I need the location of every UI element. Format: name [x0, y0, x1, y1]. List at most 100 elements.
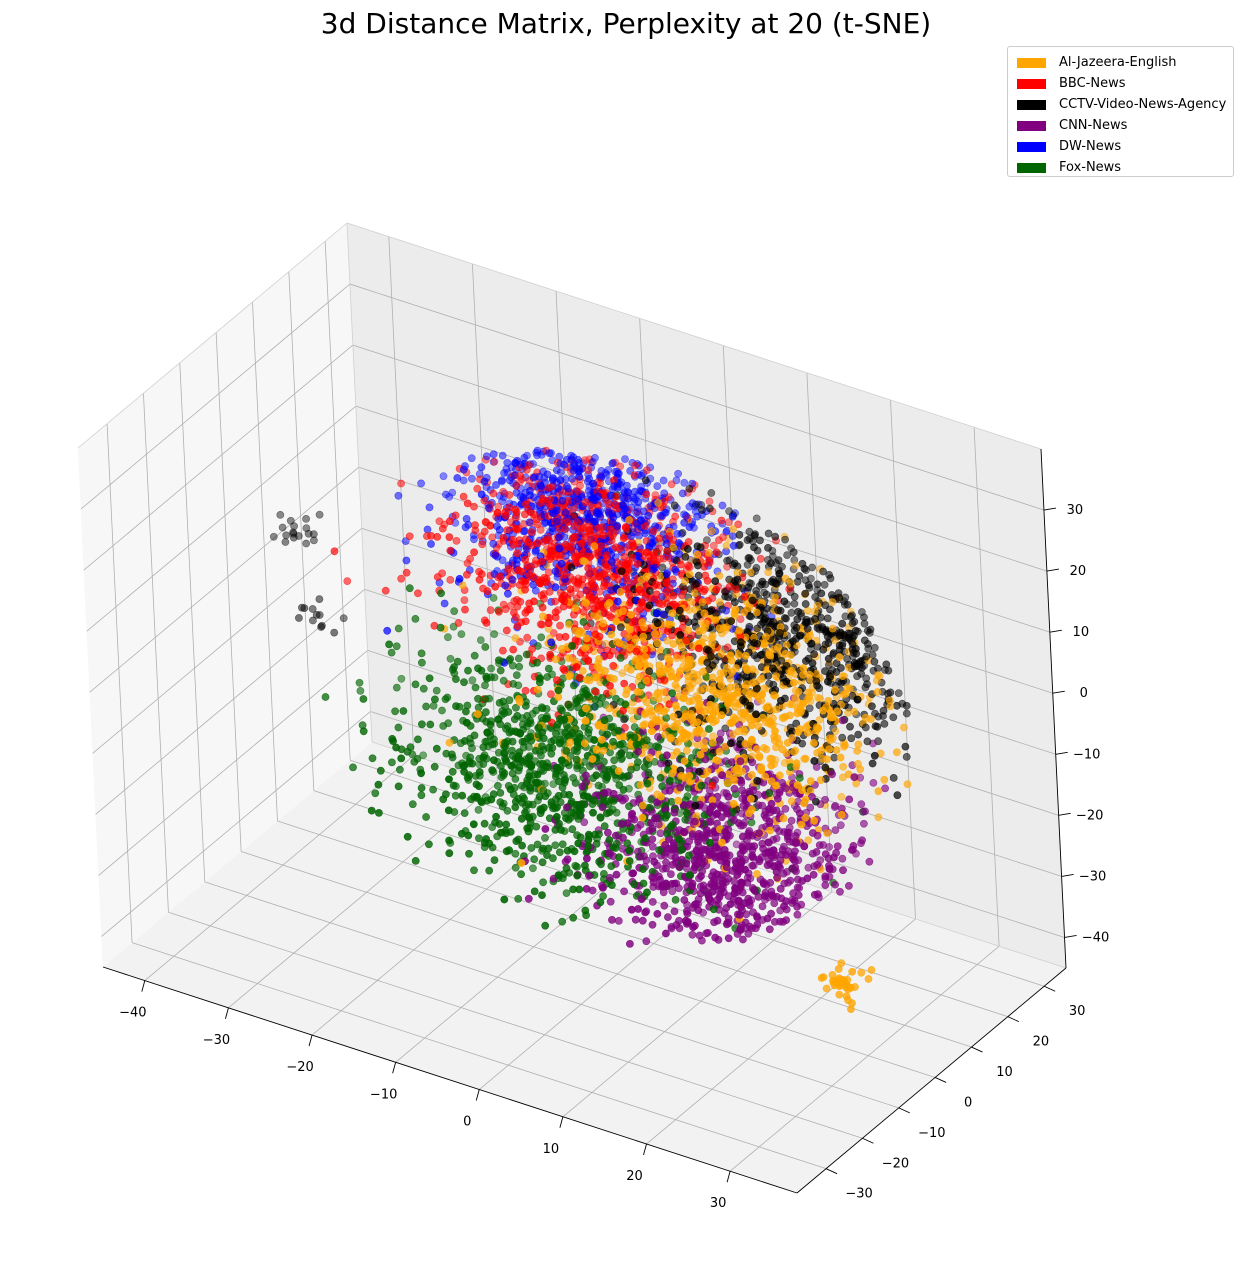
data-point — [685, 851, 693, 860]
data-point — [508, 737, 517, 746]
data-point — [791, 561, 800, 570]
data-point — [504, 565, 513, 573]
data-point — [558, 496, 567, 505]
data-point — [636, 781, 645, 789]
data-point — [645, 803, 654, 812]
data-point — [330, 628, 339, 637]
data-point — [669, 591, 678, 600]
data-point — [790, 592, 799, 601]
data-point — [699, 667, 707, 676]
data-point — [433, 533, 442, 541]
data-point — [526, 491, 534, 500]
data-point — [496, 572, 505, 581]
data-point — [787, 666, 796, 675]
data-point — [874, 671, 882, 679]
data-point — [739, 935, 747, 944]
data-point — [501, 581, 510, 590]
data-point — [777, 696, 785, 705]
data-point — [578, 667, 587, 675]
data-point — [820, 580, 829, 589]
data-point — [788, 637, 797, 646]
data-point — [799, 670, 807, 679]
data-point — [648, 920, 657, 929]
z-tick-label: 10 — [1073, 625, 1090, 640]
data-point — [642, 466, 651, 475]
data-point — [481, 643, 490, 651]
data-point — [770, 691, 778, 700]
data-point — [392, 642, 401, 651]
data-point — [824, 654, 833, 663]
data-point — [492, 481, 500, 489]
data-point — [563, 518, 572, 527]
data-point — [692, 580, 700, 588]
data-point — [439, 472, 448, 481]
data-point — [652, 590, 661, 599]
data-point — [282, 531, 291, 540]
grid-line-x-floor — [646, 918, 916, 1145]
data-point — [571, 553, 580, 562]
data-point — [758, 690, 767, 699]
data-point — [828, 770, 836, 779]
data-point — [756, 554, 765, 563]
data-point — [562, 889, 571, 897]
data-point — [813, 725, 822, 733]
data-point — [575, 465, 584, 474]
data-point — [477, 463, 486, 472]
data-point — [433, 573, 442, 581]
data-point — [411, 680, 420, 689]
data-point — [654, 498, 663, 507]
data-point — [315, 595, 324, 603]
data-point — [512, 671, 521, 679]
data-point — [708, 673, 717, 682]
data-point — [705, 497, 714, 506]
data-point — [545, 449, 554, 458]
data-point — [860, 613, 868, 622]
data-point — [446, 576, 455, 584]
data-point — [596, 542, 605, 550]
data-point — [783, 738, 792, 747]
data-point — [808, 659, 817, 668]
data-point — [763, 861, 772, 870]
data-point — [705, 715, 714, 723]
data-point — [893, 791, 902, 800]
data-point — [645, 667, 654, 675]
data-point — [727, 617, 735, 626]
data-point — [717, 516, 726, 525]
data-point — [591, 630, 600, 639]
data-point — [665, 786, 674, 795]
data-point — [682, 746, 691, 755]
data-point — [780, 597, 789, 606]
data-point — [560, 597, 569, 606]
data-point — [821, 763, 830, 772]
data-point — [632, 647, 641, 656]
data-point — [516, 471, 525, 480]
data-point — [787, 609, 796, 617]
data-point — [838, 672, 847, 680]
data-point — [863, 737, 872, 746]
data-point — [308, 605, 317, 613]
data-point — [652, 609, 661, 617]
grid-line-y-floor — [313, 790, 1008, 1018]
data-point — [676, 631, 685, 639]
data-point — [838, 733, 847, 742]
data-point — [774, 643, 782, 652]
data-point — [480, 477, 489, 486]
data-point — [490, 630, 499, 638]
data-point — [766, 717, 774, 726]
data-point — [410, 758, 419, 766]
data-point — [902, 701, 911, 710]
data-point — [471, 683, 480, 692]
data-point — [882, 660, 891, 669]
data-point — [655, 846, 663, 854]
data-point — [700, 562, 709, 571]
data-point — [730, 785, 739, 793]
data-point — [730, 559, 739, 568]
data-point — [575, 673, 584, 682]
data-point — [538, 603, 547, 612]
data-point — [514, 540, 522, 548]
data-point — [693, 740, 702, 749]
data-point — [684, 659, 693, 667]
data-point — [735, 531, 744, 539]
data-point — [471, 521, 479, 529]
data-point — [631, 915, 640, 924]
